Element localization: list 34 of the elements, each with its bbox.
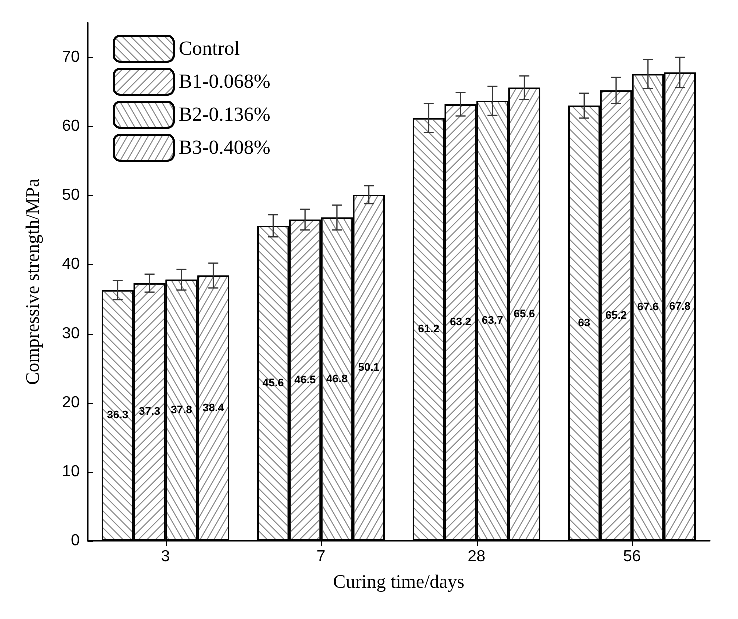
data-label: 36.3 [107, 410, 129, 422]
x-tick-label: 3 [161, 548, 170, 566]
data-label: 50.1 [358, 362, 380, 374]
y-tick-label: 50 [62, 187, 80, 204]
data-label: 65.2 [606, 310, 628, 322]
data-label: 65.6 [514, 308, 536, 320]
legend-label: Control [179, 38, 241, 60]
y-tick-label: 10 [62, 463, 80, 480]
data-label: 37.8 [170, 404, 192, 416]
y-tick-label: 0 [71, 532, 80, 550]
data-label: 67.6 [637, 302, 659, 314]
data-label: 63.7 [482, 315, 504, 328]
data-label: 46.5 [294, 374, 316, 386]
x-axis-title: Curing time/days [333, 572, 465, 593]
data-label: 63.2 [450, 316, 472, 329]
legend-label: B3-0.408% [179, 137, 271, 159]
legend-label: B1-0.068% [179, 71, 271, 93]
x-tick-label: 56 [623, 548, 642, 566]
legend-label: B2-0.136% [179, 104, 271, 126]
y-tick-label: 40 [62, 256, 80, 274]
y-tick-label: 30 [62, 325, 80, 342]
data-label: 61.2 [418, 324, 440, 336]
data-label: 45.6 [262, 378, 284, 390]
data-label: 63 [578, 317, 591, 330]
data-label: 37.3 [139, 406, 161, 418]
data-label: 38.4 [202, 402, 226, 414]
y-tick-label: 60 [62, 118, 80, 136]
y-tick-label: 20 [62, 394, 80, 412]
y-tick-label: 70 [62, 49, 80, 66]
y-axis-title: Compressive strength/MPa [23, 178, 44, 386]
data-label: 67.8 [669, 300, 691, 313]
x-tick-label: 7 [316, 548, 326, 566]
data-label: 46.8 [326, 373, 348, 386]
x-tick-label: 28 [468, 548, 486, 566]
